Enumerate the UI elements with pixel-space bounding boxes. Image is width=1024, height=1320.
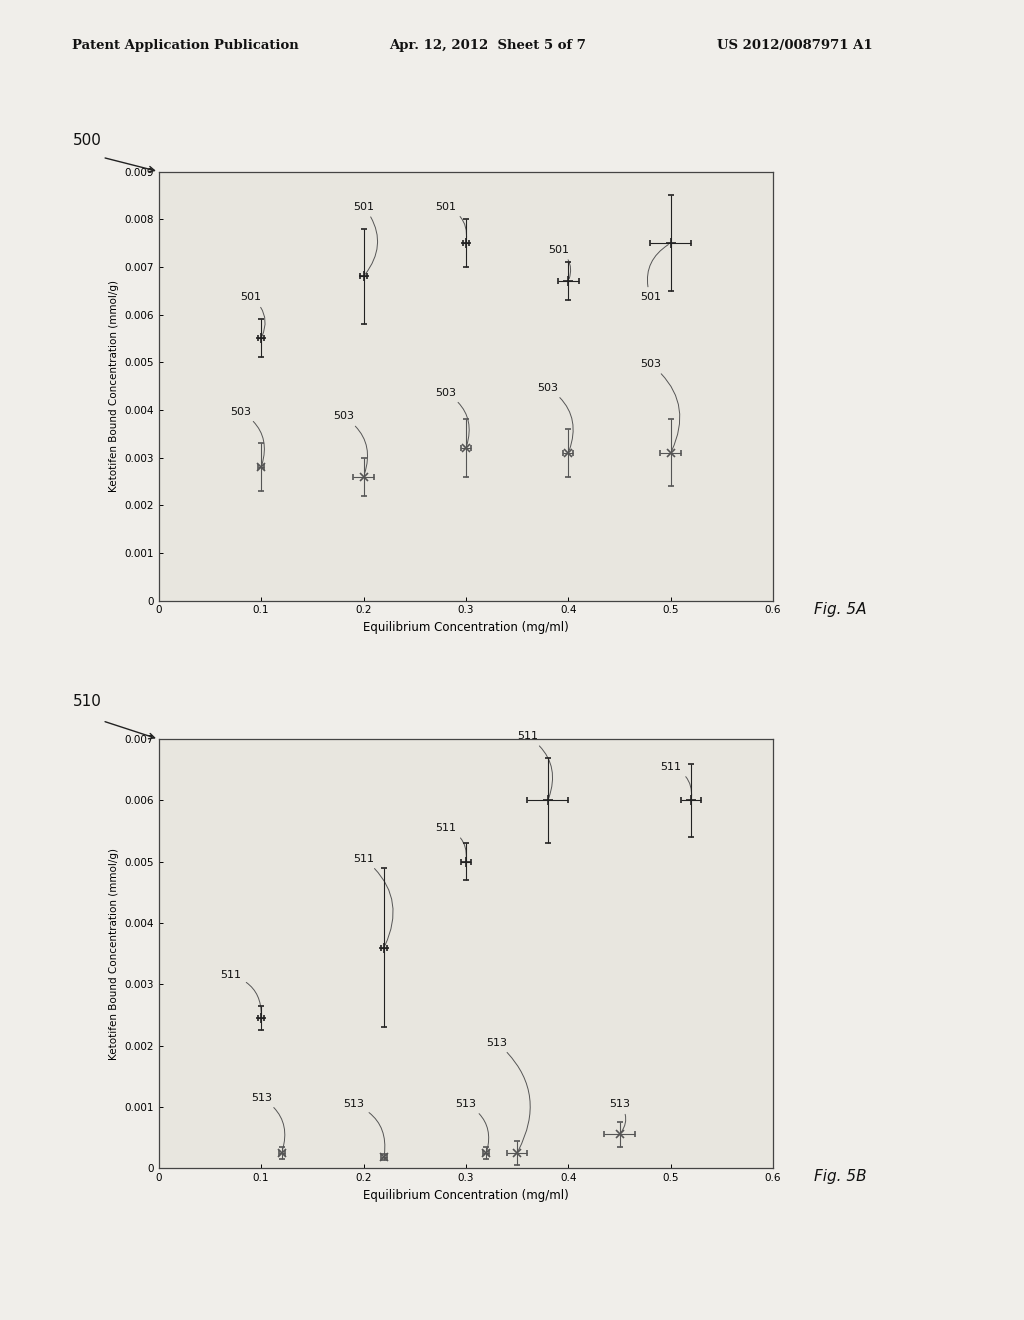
X-axis label: Equilibrium Concentration (mg/ml): Equilibrium Concentration (mg/ml) [364, 620, 568, 634]
Y-axis label: Ketotifen Bound Concentration (mmol/g): Ketotifen Bound Concentration (mmol/g) [109, 280, 119, 492]
Text: 501: 501 [241, 292, 265, 335]
Y-axis label: Ketotifen Bound Concentration (mmol/g): Ketotifen Bound Concentration (mmol/g) [109, 847, 119, 1060]
Text: 501: 501 [640, 244, 669, 302]
Text: Patent Application Publication: Patent Application Publication [72, 38, 298, 51]
Text: 513: 513 [486, 1038, 530, 1151]
Text: Fig. 5A: Fig. 5A [814, 602, 866, 616]
Text: 511: 511 [353, 854, 393, 945]
Text: 511: 511 [660, 762, 691, 797]
Text: 513: 513 [609, 1100, 631, 1133]
Text: 511: 511 [220, 970, 261, 1015]
Text: 501: 501 [353, 202, 378, 275]
Text: 510: 510 [73, 693, 101, 709]
Text: 513: 513 [456, 1100, 488, 1150]
Text: Fig. 5B: Fig. 5B [814, 1170, 866, 1184]
Text: 503: 503 [538, 383, 573, 450]
Text: 501: 501 [435, 202, 467, 240]
X-axis label: Equilibrium Concentration (mg/ml): Equilibrium Concentration (mg/ml) [364, 1188, 568, 1201]
Text: 503: 503 [333, 412, 368, 474]
Text: 511: 511 [517, 731, 553, 797]
Text: 503: 503 [435, 388, 469, 445]
Text: 513: 513 [343, 1100, 385, 1155]
Text: 503: 503 [230, 407, 264, 465]
Text: 513: 513 [251, 1093, 285, 1150]
Text: 500: 500 [73, 133, 101, 148]
Text: US 2012/0087971 A1: US 2012/0087971 A1 [717, 38, 872, 51]
Text: 503: 503 [640, 359, 680, 450]
Text: Apr. 12, 2012  Sheet 5 of 7: Apr. 12, 2012 Sheet 5 of 7 [389, 38, 586, 51]
Text: 511: 511 [435, 824, 466, 859]
Text: 501: 501 [548, 244, 570, 279]
